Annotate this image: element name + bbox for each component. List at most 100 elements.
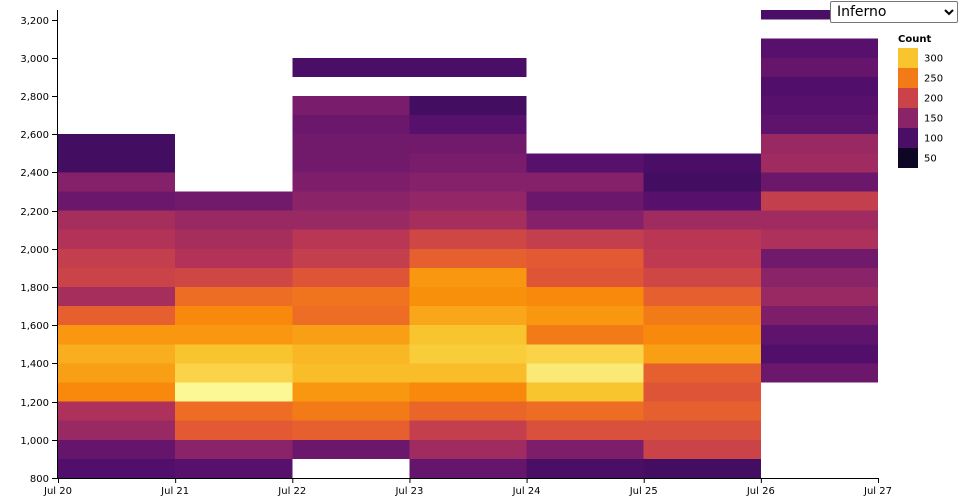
heatmap-cell bbox=[292, 325, 410, 345]
heatmap-cell bbox=[292, 210, 410, 230]
heatmap-cell bbox=[292, 401, 410, 421]
heatmap-cell bbox=[58, 134, 176, 154]
heatmap-cell bbox=[292, 286, 410, 307]
heatmap-cell bbox=[292, 306, 410, 326]
legend-label: 250 bbox=[924, 74, 943, 85]
heatmap-cell bbox=[409, 191, 527, 211]
y-tick-label: 1,000 bbox=[20, 436, 49, 447]
heatmap-cell bbox=[409, 95, 527, 116]
heatmap-cell bbox=[526, 286, 644, 307]
x-tick-label: Jul 26 bbox=[746, 486, 775, 497]
heatmap-cell bbox=[526, 458, 644, 478]
heatmap-cell bbox=[292, 439, 410, 459]
heatmap-cell bbox=[175, 458, 293, 478]
heatmap-cell bbox=[760, 115, 878, 135]
heatmap-cell bbox=[760, 248, 878, 268]
heatmap-cell bbox=[760, 76, 878, 96]
heatmap-cell bbox=[760, 344, 878, 364]
x-tick-label: Jul 27 bbox=[863, 486, 892, 497]
heatmap-cell bbox=[175, 229, 293, 249]
y-tick-label: 3,200 bbox=[20, 16, 49, 27]
heatmap-cell bbox=[292, 248, 410, 268]
heatmap-cell bbox=[643, 306, 761, 326]
heatmap-cell bbox=[58, 306, 176, 326]
heatmap-cell bbox=[526, 191, 644, 211]
heatmap-cell bbox=[292, 344, 410, 364]
heatmap-cell bbox=[760, 95, 878, 116]
heatmap-cell bbox=[643, 229, 761, 249]
heatmap-cell bbox=[409, 229, 527, 249]
heatmap-cell bbox=[643, 401, 761, 421]
legend-swatch bbox=[898, 148, 918, 168]
heatmap-cell bbox=[175, 439, 293, 459]
heatmap-cell bbox=[175, 420, 293, 440]
heatmap-cell bbox=[526, 172, 644, 192]
heatmap-cell bbox=[58, 439, 176, 459]
heatmap-cell bbox=[292, 95, 410, 116]
heatmap-cell bbox=[760, 134, 878, 154]
heatmap-cell bbox=[292, 57, 410, 77]
heatmap-cell bbox=[58, 420, 176, 440]
y-tick-label: 2,800 bbox=[20, 92, 49, 103]
x-tick-label: Jul 25 bbox=[629, 486, 658, 497]
heatmap-cell bbox=[526, 306, 644, 326]
heatmap-cell bbox=[409, 363, 527, 383]
heatmap-cell bbox=[175, 325, 293, 345]
heatmap-cell bbox=[643, 153, 761, 173]
legend-label: 200 bbox=[924, 94, 943, 105]
heatmap-cell bbox=[643, 210, 761, 230]
heatmap-cell bbox=[643, 325, 761, 345]
heatmap-cell bbox=[58, 458, 176, 478]
y-axis: 800 1,000 1,200 1,400 1,600 1,800 2,000 2,200 2,… bbox=[20, 10, 58, 485]
heatmap-cell bbox=[175, 191, 293, 211]
x-axis: Jul 20 Jul 21 Jul 22 Jul 23 Jul 24 Jul 25 Jul … bbox=[43, 478, 892, 497]
heatmap-cell bbox=[175, 382, 293, 402]
heatmap-cell bbox=[760, 57, 878, 77]
heatmap-cells bbox=[58, 10, 878, 478]
y-tick-label: 2,200 bbox=[20, 207, 49, 218]
heatmap-cell bbox=[58, 286, 176, 307]
heatmap-cell bbox=[409, 401, 527, 421]
heatmap-cell bbox=[58, 382, 176, 402]
color-scheme-select[interactable]: Inferno bbox=[830, 1, 958, 23]
heatmap-cell bbox=[643, 267, 761, 287]
heatmap-cell bbox=[409, 439, 527, 459]
heatmap-cell bbox=[409, 344, 527, 364]
heatmap-cell bbox=[175, 248, 293, 268]
heatmap-cell bbox=[175, 306, 293, 326]
heatmap-cell bbox=[292, 153, 410, 173]
heatmap-cell bbox=[58, 153, 176, 173]
heatmap-cell bbox=[292, 191, 410, 211]
heatmap-cell bbox=[643, 172, 761, 192]
heatmap-cell bbox=[526, 229, 644, 249]
heatmap-cell bbox=[643, 248, 761, 268]
y-tick-label: 3,000 bbox=[20, 54, 49, 65]
y-tick-label: 2,400 bbox=[20, 168, 49, 179]
heatmap-cell bbox=[760, 191, 878, 211]
heatmap-cell bbox=[175, 210, 293, 230]
y-tick-label: 1,200 bbox=[20, 398, 49, 409]
heatmap-cell bbox=[526, 363, 644, 383]
heatmap-cell bbox=[409, 306, 527, 326]
heatmap-cell bbox=[760, 363, 878, 383]
heatmap-cell bbox=[58, 191, 176, 211]
heatmap-cell bbox=[409, 57, 527, 77]
legend-label: 100 bbox=[924, 134, 943, 145]
heatmap-cell bbox=[526, 267, 644, 287]
heatmap-cell bbox=[760, 10, 878, 20]
heatmap-cell bbox=[643, 344, 761, 364]
heatmap-cell bbox=[760, 306, 878, 326]
legend-title: Count bbox=[898, 34, 931, 45]
heatmap-cell bbox=[409, 458, 527, 478]
heatmap-cell bbox=[526, 248, 644, 268]
heatmap-cell bbox=[175, 267, 293, 287]
heatmap-cell bbox=[409, 325, 527, 345]
x-tick-label: Jul 21 bbox=[160, 486, 189, 497]
legend-label: 50 bbox=[924, 154, 937, 165]
heatmap-cell bbox=[409, 153, 527, 173]
heatmap-cell bbox=[409, 172, 527, 192]
heatmap-cell bbox=[409, 134, 527, 154]
heatmap-cell bbox=[175, 286, 293, 307]
heatmap-cell bbox=[409, 115, 527, 135]
